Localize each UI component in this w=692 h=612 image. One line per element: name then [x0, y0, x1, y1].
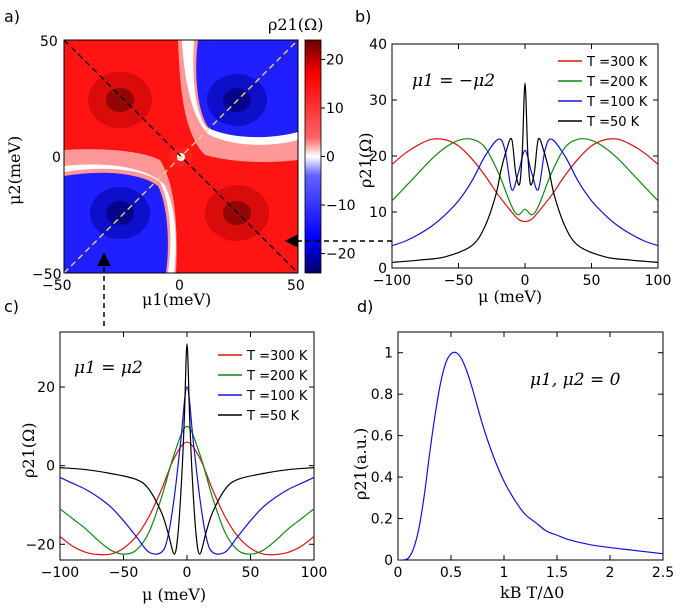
- ytick-label: 1: [384, 346, 393, 362]
- xtick-label: −50: [109, 565, 139, 581]
- panel-b-annotation: μ1 = −μ2: [412, 71, 495, 91]
- colorbar-ticks: 20 10 0 −10 −20: [321, 52, 356, 263]
- panel-a-label: a): [4, 7, 20, 26]
- panel-a: a) ρ21(Ω): [4, 7, 356, 309]
- panel-b-axes: −100 −50 0 50 100 0 10 20 30 40: [369, 37, 671, 289]
- panel-a-xtick: 50: [287, 278, 305, 294]
- panel-d-xlabel: kB T/Δ0: [500, 583, 564, 602]
- xtick-label: 0: [183, 565, 192, 581]
- panel-c-series: [60, 343, 314, 556]
- panel-a-colorbar-title: ρ21(Ω): [268, 15, 324, 34]
- xtick-label: −50: [444, 273, 474, 289]
- ytick-label: 0.2: [371, 512, 393, 528]
- series-line: [392, 138, 658, 216]
- panel-b-xlabel: μ (meV): [478, 287, 542, 306]
- panel-b-series: [392, 82, 658, 263]
- panel-c-label: c): [4, 297, 19, 316]
- ytick-label: 10: [369, 205, 387, 221]
- ytick-label: 0: [384, 553, 393, 569]
- series-line: [392, 82, 658, 263]
- xtick-label: 50: [242, 565, 260, 581]
- xtick-label: 1: [500, 565, 509, 581]
- panel-d-series: [398, 351, 663, 560]
- panel-d-axes: 0 0.5 1 1.5 2 2.5 0 0.2 0.4 0.6 0.8 1: [371, 332, 674, 581]
- panel-a-ytick: 0: [52, 150, 61, 166]
- legend-label: T =50 K: [246, 409, 300, 424]
- ytick-label: 0.8: [371, 387, 393, 403]
- ytick-label: 0.4: [371, 470, 393, 486]
- panel-c-axes: −100 −50 0 50 100 −20 0 20: [25, 332, 327, 581]
- ytick-label: 20: [369, 149, 387, 165]
- panel-d-label: d): [357, 297, 373, 316]
- panel-a-ytick: 50: [40, 34, 58, 50]
- series-line: [60, 386, 314, 555]
- legend-label: T =200 K: [246, 369, 308, 384]
- panel-a-xtick: 0: [175, 278, 184, 294]
- ytick-label: 20: [37, 380, 55, 396]
- series-line: [398, 351, 663, 560]
- xtick-label: 0: [521, 273, 530, 289]
- xtick-label: 50: [583, 273, 601, 289]
- panel-c-annotation: μ1 = μ2: [74, 358, 143, 378]
- series-line: [60, 425, 314, 555]
- legend-label: T =200 K: [586, 75, 648, 90]
- ytick-label: −20: [25, 537, 55, 553]
- colorbar-tick-label: 20: [326, 52, 344, 68]
- legend-label: T =300 K: [586, 55, 648, 70]
- panel-d-annotation: μ1, μ2 = 0: [530, 370, 621, 390]
- xtick-label: 100: [301, 565, 328, 581]
- panel-b-ylabel: ρ21(Ω): [356, 132, 375, 188]
- xtick-label: 1.5: [546, 565, 568, 581]
- colorbar: [304, 39, 322, 274]
- panel-a-xtick: −50: [42, 278, 72, 294]
- colorbar-tick-label: 10: [326, 101, 344, 117]
- colorbar-tick-label: 0: [326, 150, 335, 166]
- xtick-label: 0: [394, 565, 403, 581]
- legend-label: T =100 K: [246, 389, 308, 404]
- ytick-label: 0: [46, 459, 55, 475]
- ytick-label: 40: [369, 37, 387, 53]
- series-line: [60, 441, 314, 556]
- diagonal-mu1-equals-mu2: [64, 40, 298, 273]
- legend-label: T =300 K: [246, 349, 308, 364]
- panel-c-legend: T =300 K T =200 K T =100 K T =50 K: [218, 349, 308, 424]
- xtick-label: 100: [645, 273, 672, 289]
- panel-b-legend: T =300 K T =200 K T =100 K T =50 K: [558, 55, 648, 130]
- panel-a-ytick: −50: [32, 267, 62, 283]
- xtick-label: 0.5: [440, 565, 462, 581]
- series-line: [392, 138, 658, 247]
- panel-a-ylabel: μ2(meV): [5, 136, 24, 205]
- panel-d: d) 0 0.5 1 1.5 2 2.5 0 0.2 0.4 0.6 0.8 1 μ1, μ2 = 0…: [351, 297, 674, 602]
- xtick-label: 2.5: [652, 565, 674, 581]
- xtick-label: −100: [373, 273, 411, 289]
- ytick-label: 30: [369, 93, 387, 109]
- panel-d-ylabel: ρ21(a.u.): [351, 428, 370, 500]
- panel-b: b) −100 −50 0 50 100 0 10 20 30 40 μ1 = −μ2 T =30…: [355, 7, 671, 306]
- series-line: [392, 138, 658, 223]
- panel-b-label: b): [355, 7, 371, 26]
- ytick-label: 0: [378, 261, 387, 277]
- xtick-label: 2: [606, 565, 615, 581]
- panel-c-xlabel: μ (meV): [142, 585, 206, 604]
- panel-a-xlabel: μ1(meV): [142, 290, 211, 309]
- panel-c-ylabel: ρ21(Ω): [19, 422, 38, 478]
- series-line: [60, 343, 314, 555]
- ytick-label: 0.6: [371, 429, 393, 445]
- legend-label: T =100 K: [586, 95, 648, 110]
- legend-label: T =50 K: [586, 115, 640, 130]
- colorbar-tick-label: −20: [326, 247, 356, 263]
- heatmap: [64, 40, 298, 273]
- colorbar-tick-label: −10: [326, 198, 356, 214]
- xtick-label: −100: [41, 565, 79, 581]
